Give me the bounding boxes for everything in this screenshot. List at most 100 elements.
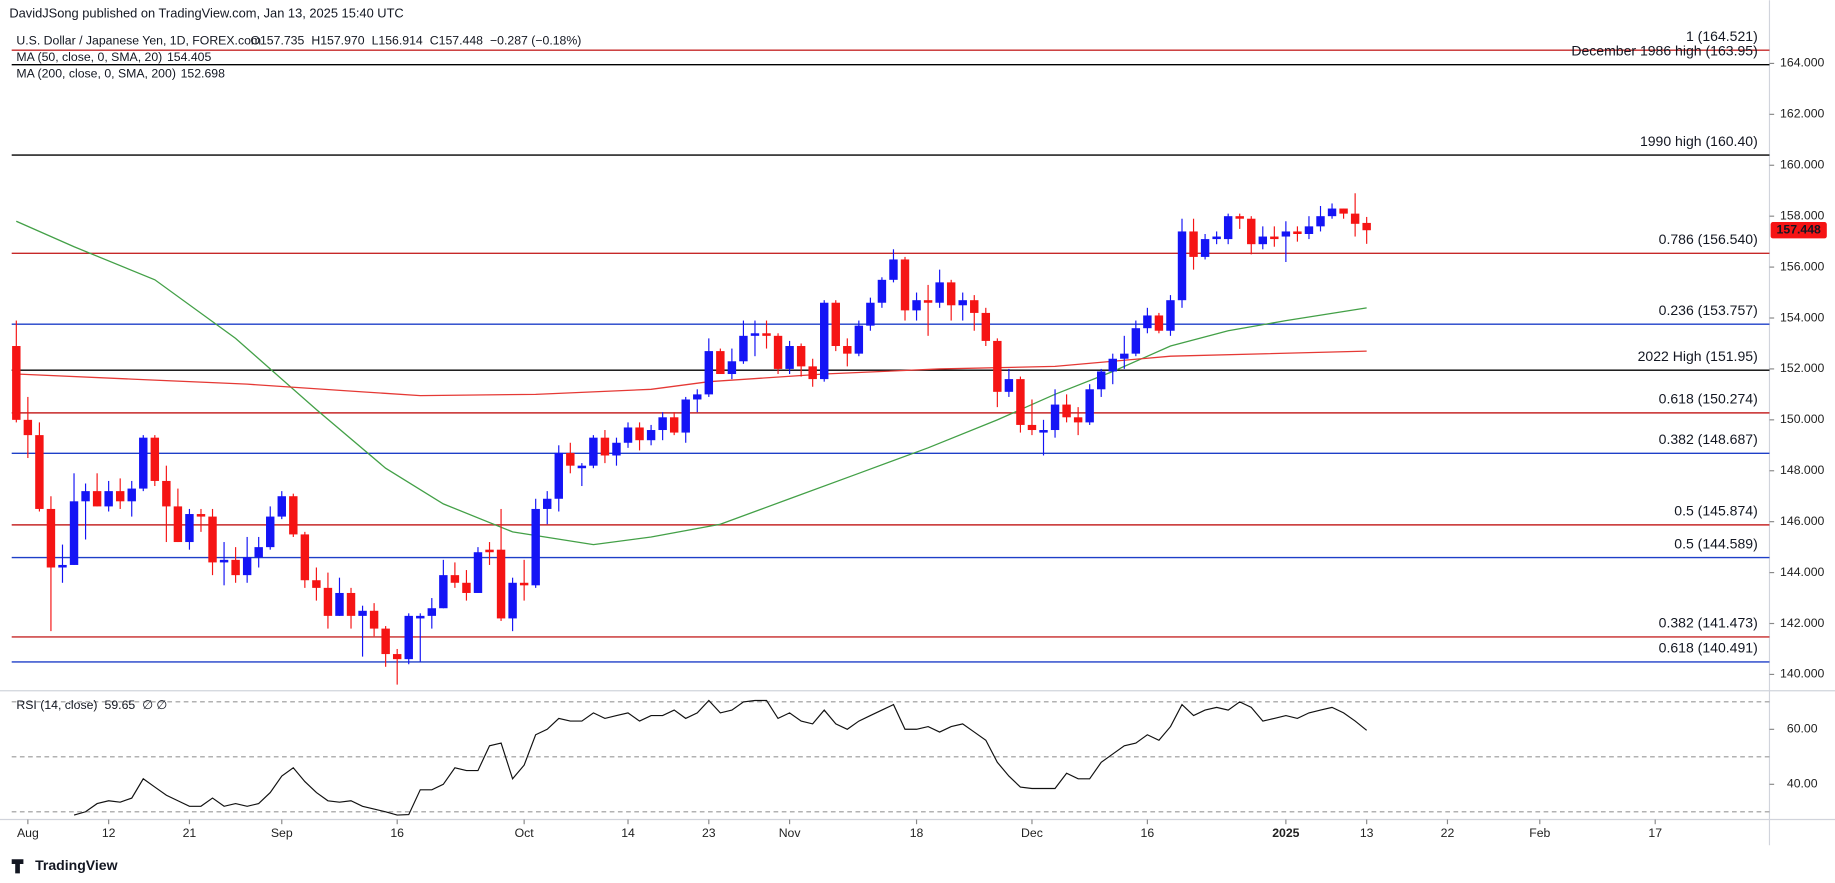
candle-body: [1039, 430, 1048, 433]
publisher: DavidJSong published on TradingView.com,…: [9, 6, 403, 21]
candle-body: [923, 300, 933, 303]
level-label: 1990 high (160.40): [1640, 133, 1758, 149]
candle-body: [1085, 389, 1094, 423]
candle-body: [219, 559, 229, 563]
level-label: 0.786 (156.540): [1659, 231, 1758, 247]
rsi-value: 59.65: [105, 698, 136, 712]
candle-body: [681, 399, 690, 433]
candle-body: [519, 582, 529, 586]
candle-body: [946, 282, 956, 306]
candle-body: [773, 335, 783, 369]
x-tick-label: 12: [102, 826, 116, 840]
candle-body: [335, 592, 344, 616]
candle-body: [808, 366, 817, 380]
level-label: 0.5 (144.589): [1674, 535, 1757, 551]
candle-body: [358, 610, 367, 616]
rsi-line: [73, 699, 1368, 816]
candle-body: [496, 549, 506, 619]
level-label: 0.382 (148.687): [1659, 431, 1758, 447]
candle-body: [796, 346, 806, 367]
x-tick-label: Feb: [1529, 826, 1550, 840]
candle-body: [1154, 315, 1164, 331]
candle-body: [1304, 226, 1314, 234]
candle-body: [704, 351, 714, 395]
candle-body: [508, 582, 517, 619]
candle-body: [35, 435, 44, 509]
candle-body: [416, 615, 425, 619]
footer-logo: TradingView: [35, 857, 117, 873]
level-label: 0.382 (141.473): [1659, 615, 1758, 631]
candle-body: [69, 501, 79, 565]
x-tick-label: 21: [183, 826, 197, 840]
candle-body: [1004, 379, 1014, 392]
y-tick-label: 160.000: [1780, 158, 1825, 172]
candle-body: [1189, 231, 1198, 257]
candle-body: [485, 549, 494, 553]
candle-body: [369, 610, 379, 629]
y-tick-label: 142.000: [1780, 616, 1825, 630]
candle-body: [1143, 315, 1152, 329]
candle-body: [866, 302, 875, 326]
y-tick-label: 150.000: [1780, 412, 1825, 426]
candle-body: [889, 259, 898, 280]
candle-body: [462, 582, 471, 593]
candle-body: [693, 394, 702, 400]
candle-body: [669, 417, 679, 433]
rsi-name: RSI (14, close): [16, 698, 97, 712]
level-label: 0.618 (140.491): [1659, 640, 1758, 656]
candle-body: [623, 427, 633, 443]
logo-icon: [11, 859, 24, 874]
level-label: 0.236 (153.757): [1659, 302, 1758, 318]
candle-body: [173, 506, 183, 543]
x-tick-label: 16: [1141, 826, 1155, 840]
candle-body: [23, 419, 33, 436]
rsi-tick-label: 60.00: [1787, 722, 1818, 736]
x-tick-label: Oct: [515, 826, 535, 840]
y-tick-label: 158.000: [1780, 208, 1825, 222]
moving-average: [16, 350, 1367, 397]
candle-body: [1166, 300, 1175, 331]
candle-body: [427, 608, 437, 616]
candle-body: [1050, 404, 1060, 431]
candle-body: [993, 340, 1002, 392]
candle-body: [877, 279, 887, 303]
candle-body: [727, 361, 737, 375]
candle-body: [115, 491, 125, 502]
candle-body: [577, 465, 587, 469]
candle-body: [1097, 371, 1106, 390]
candle-body: [1270, 236, 1279, 240]
candle-body: [1235, 216, 1244, 219]
candle-body: [831, 302, 840, 347]
candle-body: [12, 346, 21, 420]
candle-body: [1073, 417, 1083, 423]
level-label: 1 (164.521): [1686, 28, 1758, 44]
quote-value: H157.970: [311, 34, 364, 48]
y-tick-label: 146.000: [1780, 514, 1825, 528]
candle-body: [1316, 216, 1325, 227]
candle-body: [231, 559, 240, 576]
candle-body: [1212, 236, 1221, 240]
candle-body: [1120, 353, 1129, 359]
candle-body: [277, 496, 286, 517]
candle-body: [1027, 424, 1037, 431]
candle-body: [46, 508, 56, 568]
candle-body: [58, 564, 67, 568]
legend-name: MA (50, close, 0, SMA, 20): [16, 50, 162, 64]
candle-body: [254, 547, 263, 558]
x-tick-label: 23: [702, 826, 716, 840]
candle-body: [1200, 239, 1210, 257]
quote-value: C157.448: [430, 34, 483, 48]
y-tick-label: 162.000: [1780, 107, 1825, 121]
candle-body: [81, 491, 90, 502]
candle-body: [92, 491, 102, 507]
x-tick-label: 18: [910, 826, 924, 840]
candle-body: [566, 452, 575, 466]
candle-body: [1293, 231, 1302, 234]
candle-body: [1362, 222, 1371, 231]
moving-average: [16, 220, 1367, 546]
candle-body: [1258, 236, 1268, 245]
candle-body: [139, 437, 148, 489]
candle-body: [716, 351, 725, 375]
price-tag-label: 157.448: [1777, 222, 1822, 236]
candle-body: [589, 437, 598, 466]
